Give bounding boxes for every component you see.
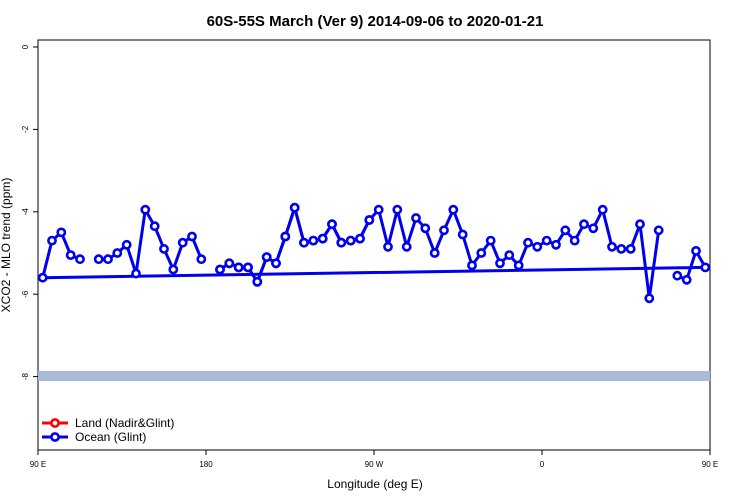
ocean-glint-point [429, 248, 440, 258]
y-tick-label: -6 [21, 290, 30, 298]
y-tick-label: -2 [21, 125, 30, 133]
ocean-glint-point [653, 225, 664, 236]
ocean-glint-point [672, 270, 683, 281]
ocean-glint-point [317, 233, 328, 244]
ocean-glint-point [224, 258, 235, 269]
x-tick-label: 90 W [365, 460, 384, 469]
legend-swatch-marker [50, 418, 60, 428]
y-tick-label: -4 [21, 208, 30, 216]
ocean-glint-point [131, 268, 141, 279]
ocean-glint-point [616, 243, 627, 254]
ocean-glint-point [495, 258, 505, 269]
ocean-glint-point [336, 237, 347, 248]
y-axis-label: XCO2 - MLO trend (ppm) [0, 178, 13, 313]
ocean-glint-point [261, 252, 272, 262]
legend-label: Land (Nadir&Glint) [75, 416, 174, 430]
ocean-glint-point [233, 262, 244, 273]
ocean-glint-point [579, 219, 589, 230]
reference-band [38, 371, 710, 381]
ocean-glint-point [364, 215, 375, 225]
x-tick-label: 180 [199, 460, 213, 469]
ocean-glint-point [411, 213, 421, 223]
ocean-glint-point [485, 235, 496, 246]
ocean-glint-point [644, 293, 655, 304]
ocean-glint-point [476, 248, 487, 258]
ocean-glint-point [700, 262, 711, 273]
ocean-glint-point [215, 264, 225, 275]
ocean-glint-point [457, 229, 468, 240]
ocean-glint-point [65, 250, 76, 260]
ocean-glint-point [345, 235, 356, 246]
ocean-glint-point [355, 233, 365, 244]
ocean-glint-point [373, 204, 384, 215]
legend: Land (Nadir&Glint)Ocean (Glint) [42, 416, 174, 444]
x-tick-label: 90 E [30, 460, 46, 469]
chart-title: 60S-55S March (Ver 9) 2014-09-06 to 2020… [207, 13, 544, 30]
ocean-glint-point [560, 225, 571, 236]
ocean-glint-point [327, 219, 337, 230]
ocean-glint-point [625, 243, 636, 254]
ocean-glint-point [607, 241, 617, 252]
x-axis-label: Longitude (deg E) [327, 477, 422, 491]
ocean-glint-point [439, 225, 449, 236]
series-layer [37, 202, 711, 304]
y-tick-label: -8 [21, 372, 30, 380]
ocean-glint-point [513, 260, 524, 271]
ocean-glint-point [691, 245, 701, 256]
ocean-glint-point [37, 272, 48, 283]
ocean-glint-point [504, 250, 515, 260]
ocean-glint-point [252, 276, 263, 287]
ocean-glint-point [159, 243, 169, 254]
ocean-glint-point [112, 248, 123, 258]
ocean-glint-point [289, 202, 300, 213]
ocean-glint-point [588, 223, 599, 234]
ocean-glint-point [541, 235, 552, 246]
ocean-glint-point [75, 254, 85, 265]
ocean-glint-point [299, 237, 309, 248]
ocean-glint-point [56, 227, 67, 238]
ocean-glint-point [168, 264, 179, 275]
legend-label: Ocean (Glint) [75, 430, 146, 444]
ocean-glint-point [569, 235, 580, 246]
ocean-glint-point [196, 254, 207, 265]
y-tick-label: 0 [21, 44, 30, 49]
ocean-glint-point [243, 262, 253, 273]
ocean-glint-point [149, 221, 160, 232]
ocean-glint-line [219, 206, 371, 284]
ocean-glint-point [140, 204, 151, 215]
ocean-glint-point [420, 223, 431, 234]
ocean-glint-point [187, 231, 197, 242]
ocean-glint-point [121, 239, 132, 250]
ocean-glint-point [551, 239, 561, 250]
ocean-glint-point [532, 241, 543, 252]
ocean-glint-point [597, 204, 608, 215]
ocean-glint-point [308, 235, 319, 246]
legend-swatch-marker [50, 432, 60, 442]
ocean-glint-point [523, 237, 533, 248]
ocean-glint-point [383, 241, 393, 252]
ocean-glint-point [93, 254, 104, 265]
y-axis: 0 -2 -4 -6 -8 [21, 44, 38, 380]
x-tick-label: 0 [540, 460, 545, 469]
ocean-glint-point [392, 204, 403, 215]
ocean-glint-point [681, 274, 692, 285]
ocean-glint-point [103, 254, 113, 265]
x-tick-label: 90 E [702, 460, 718, 469]
ocean-glint-point [280, 231, 291, 242]
ocean-glint-point [177, 237, 188, 248]
ocean-glint-point [401, 241, 412, 252]
ocean-glint-point [271, 258, 281, 269]
ocean-glint-point [448, 204, 459, 215]
ocean-glint-point [635, 219, 645, 230]
ocean-glint-point [467, 260, 477, 271]
ocean-glint-point [47, 235, 57, 246]
